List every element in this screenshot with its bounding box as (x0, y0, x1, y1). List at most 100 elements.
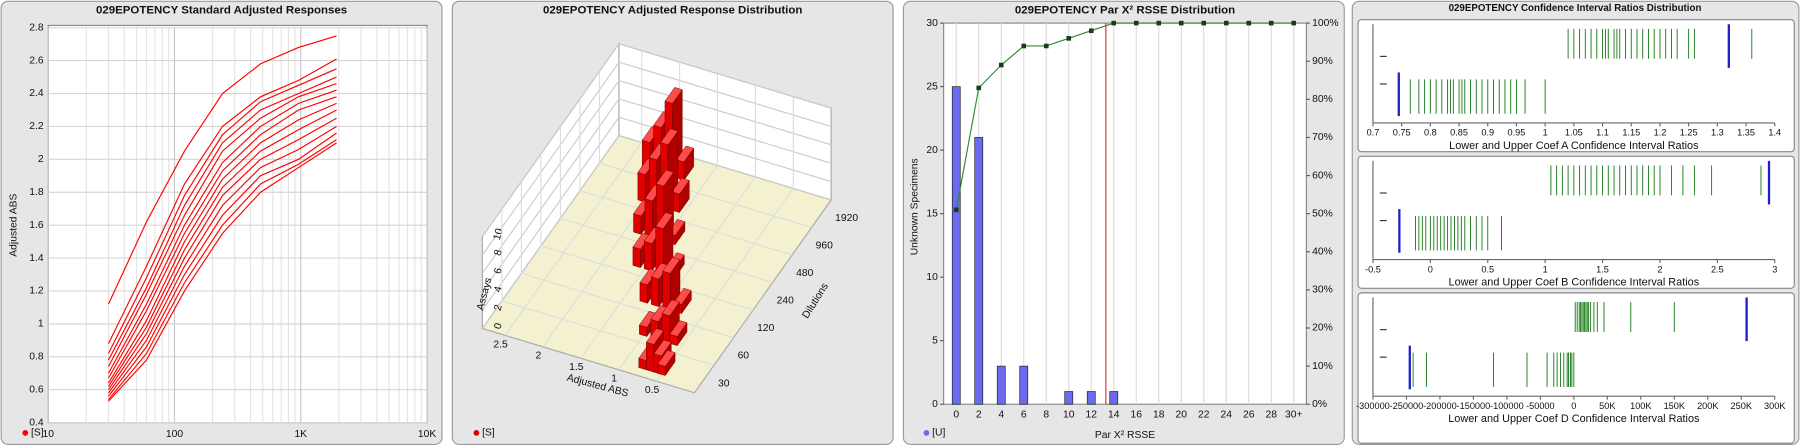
line-marker (1246, 20, 1252, 26)
bar-top (675, 145, 695, 163)
x-tick-label: 0 (953, 409, 959, 420)
chart-title: 029EPOTENCY Adjusted Response Distributi… (543, 5, 802, 17)
series-line (108, 132, 337, 397)
x-tick-label: 0 (1428, 264, 1433, 274)
x-tick-label: -250000 (1390, 401, 1424, 411)
grid-line (481, 61, 832, 256)
y-axis-label: Unknown Specimens (910, 158, 921, 255)
bar-face (651, 276, 660, 307)
y-tick-label: 20 (926, 145, 938, 156)
y-tick-label: 10 (926, 272, 938, 283)
series-line (107, 96, 337, 379)
line-marker (976, 85, 982, 91)
x-tick-label: 100 (166, 429, 183, 440)
grid-line (481, 98, 832, 293)
grid-line (618, 176, 756, 371)
grid-line (481, 79, 832, 274)
bar-top (655, 212, 674, 229)
z-tick-label: 0 (493, 322, 505, 331)
bar (673, 288, 692, 315)
x-tick-label: 2.5 (1711, 264, 1724, 274)
y-axis-label: Adjusted ABS (9, 193, 20, 256)
bar-top (661, 299, 680, 317)
x-tick-label: 1 (611, 374, 617, 385)
plot-area (47, 24, 428, 424)
legend-label: [S] (31, 428, 44, 439)
bar (671, 177, 690, 214)
bar (1019, 365, 1029, 405)
x-tick-label: 1.25 (1680, 128, 1698, 138)
x-tick-label: 0.95 (1508, 128, 1526, 138)
series-line (107, 83, 337, 367)
line-marker (953, 207, 959, 213)
subplot (1357, 19, 1795, 153)
x-tick-label: 2 (536, 351, 542, 362)
bar-top (645, 328, 665, 345)
x-axis-label: Lower and Upper Coef D Confidence Interv… (1448, 413, 1700, 425)
line-marker (1111, 20, 1117, 26)
y-tick-label: 1.8 (29, 187, 44, 198)
x-tick-label: 1.15 (1622, 128, 1640, 138)
y2-tick-label: 70% (1312, 132, 1333, 143)
bar-top (662, 257, 681, 274)
bar (996, 365, 1006, 405)
x-tick-label: 1.3 (1711, 128, 1724, 138)
x-tick-label: 0.5 (1481, 264, 1494, 274)
x-tick-label: 1.5 (1596, 264, 1609, 274)
subplot (1357, 292, 1795, 444)
y-tick-label: 5 (932, 335, 938, 346)
y-tick-label: 1.6 (29, 220, 44, 231)
bar-top (660, 128, 679, 146)
line-marker (1043, 43, 1049, 49)
grid-line (481, 134, 832, 329)
bar-face (633, 213, 642, 235)
y-tick-label: 240 (777, 296, 794, 307)
bar-face (646, 341, 655, 373)
line-marker (1201, 20, 1207, 26)
bar (675, 145, 695, 182)
line-marker (1223, 20, 1229, 26)
x-tick-label: -100000 (1490, 401, 1524, 411)
series-line (107, 76, 337, 361)
x-tick-label: 10 (42, 429, 54, 440)
y2-tick-label: 0% (1312, 399, 1327, 410)
floor-grid (501, 300, 715, 366)
series-line (107, 117, 337, 391)
grid-line (656, 188, 794, 382)
series-line (107, 102, 337, 384)
bar (974, 137, 984, 405)
bar-top (671, 177, 690, 195)
x-tick-label: 1.1 (1596, 128, 1609, 138)
bar (1109, 391, 1119, 405)
cumulative-line (955, 22, 1294, 210)
x-tick-label: 8 (1043, 409, 1049, 420)
chart-title: 029EPOTENCY Confidence Interval Ratios D… (1449, 3, 1702, 14)
bar-face (632, 246, 641, 268)
x-tick-label: 1K (294, 429, 307, 440)
x-tick-label: -300000 (1356, 401, 1390, 411)
bar (669, 320, 688, 347)
series-line (108, 139, 337, 400)
bar-top (657, 350, 676, 367)
bar-face (637, 172, 646, 203)
line-marker (1268, 20, 1274, 26)
line-marker (1133, 20, 1139, 26)
x-tick-label: 3 (1772, 264, 1777, 274)
x-tick-label: 6 (1021, 409, 1027, 420)
x-tick-label: 1.5 (569, 362, 584, 373)
bar (657, 350, 676, 377)
line-marker (1021, 43, 1027, 49)
bar (1086, 391, 1096, 405)
y-tick-label: 2.6 (29, 55, 44, 66)
x-tick-label: 28 (1266, 409, 1278, 420)
y-tick-label: 15 (926, 208, 938, 219)
y2-tick-label: 100% (1312, 18, 1338, 29)
x-tick-label: 100K (1630, 401, 1652, 411)
series-line (107, 35, 337, 305)
x-axis-label: Lower and Upper Coef B Confidence Interv… (1449, 276, 1700, 288)
x-tick-label: 1 (1543, 264, 1548, 274)
line-marker (1291, 20, 1297, 26)
floor-grid (521, 272, 734, 339)
z-tick-label: 8 (493, 248, 505, 257)
